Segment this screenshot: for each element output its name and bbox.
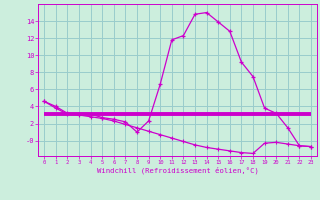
X-axis label: Windchill (Refroidissement éolien,°C): Windchill (Refroidissement éolien,°C) [97,167,259,174]
